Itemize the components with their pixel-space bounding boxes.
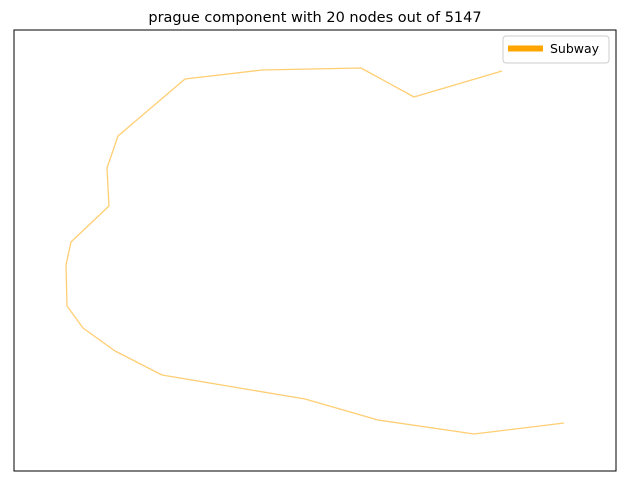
legend-box (502, 35, 610, 64)
plot-area (13, 29, 617, 472)
legend-label: Subway (550, 41, 600, 56)
series-line-subway (65, 67, 565, 435)
series-layer (65, 67, 565, 435)
legend: Subway (502, 35, 610, 64)
chart-title: prague component with 20 nodes out of 51… (148, 10, 481, 26)
